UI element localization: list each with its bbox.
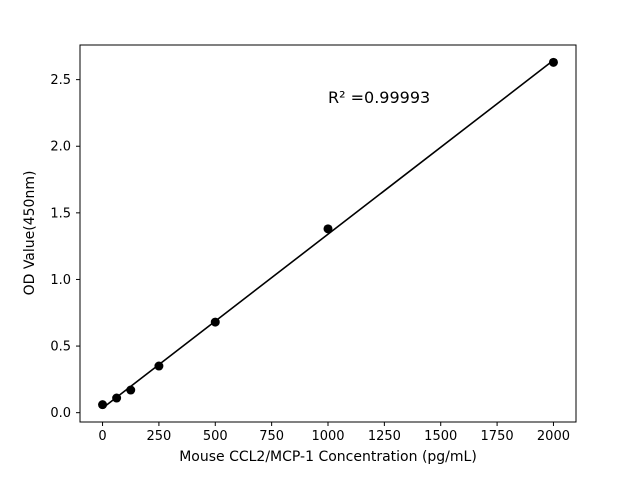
data-point <box>112 393 122 403</box>
y-tick-label: 0.5 <box>50 340 71 355</box>
x-tick-label: 1250 <box>368 429 401 444</box>
data-point <box>98 400 108 410</box>
x-tick-label: 750 <box>259 429 284 444</box>
data-point <box>323 224 333 234</box>
x-tick-label: 1500 <box>424 429 457 444</box>
y-tick-label: 1.0 <box>50 273 71 288</box>
y-tick-label: 0.0 <box>50 406 71 421</box>
fit-line <box>102 59 554 409</box>
r-squared-annotation: R² =0.99993 <box>328 88 431 107</box>
y-tick-label: 2.5 <box>50 73 71 88</box>
data-point <box>126 385 136 395</box>
x-tick-label: 1750 <box>481 429 514 444</box>
x-tick-label: 500 <box>203 429 228 444</box>
x-tick-label: 1000 <box>311 429 344 444</box>
x-tick-label: 2000 <box>537 429 570 444</box>
data-point <box>210 317 220 327</box>
x-tick-label: 250 <box>146 429 171 444</box>
y-tick-label: 1.5 <box>50 206 71 221</box>
y-axis-label: OD Value(450nm) <box>22 170 38 296</box>
data-point <box>154 361 164 371</box>
data-point <box>548 57 558 67</box>
x-axis-label: Mouse CCL2/MCP-1 Concentration (pg/mL) <box>179 449 477 465</box>
y-tick-label: 2.0 <box>50 140 71 155</box>
x-tick-label: 0 <box>98 429 106 444</box>
